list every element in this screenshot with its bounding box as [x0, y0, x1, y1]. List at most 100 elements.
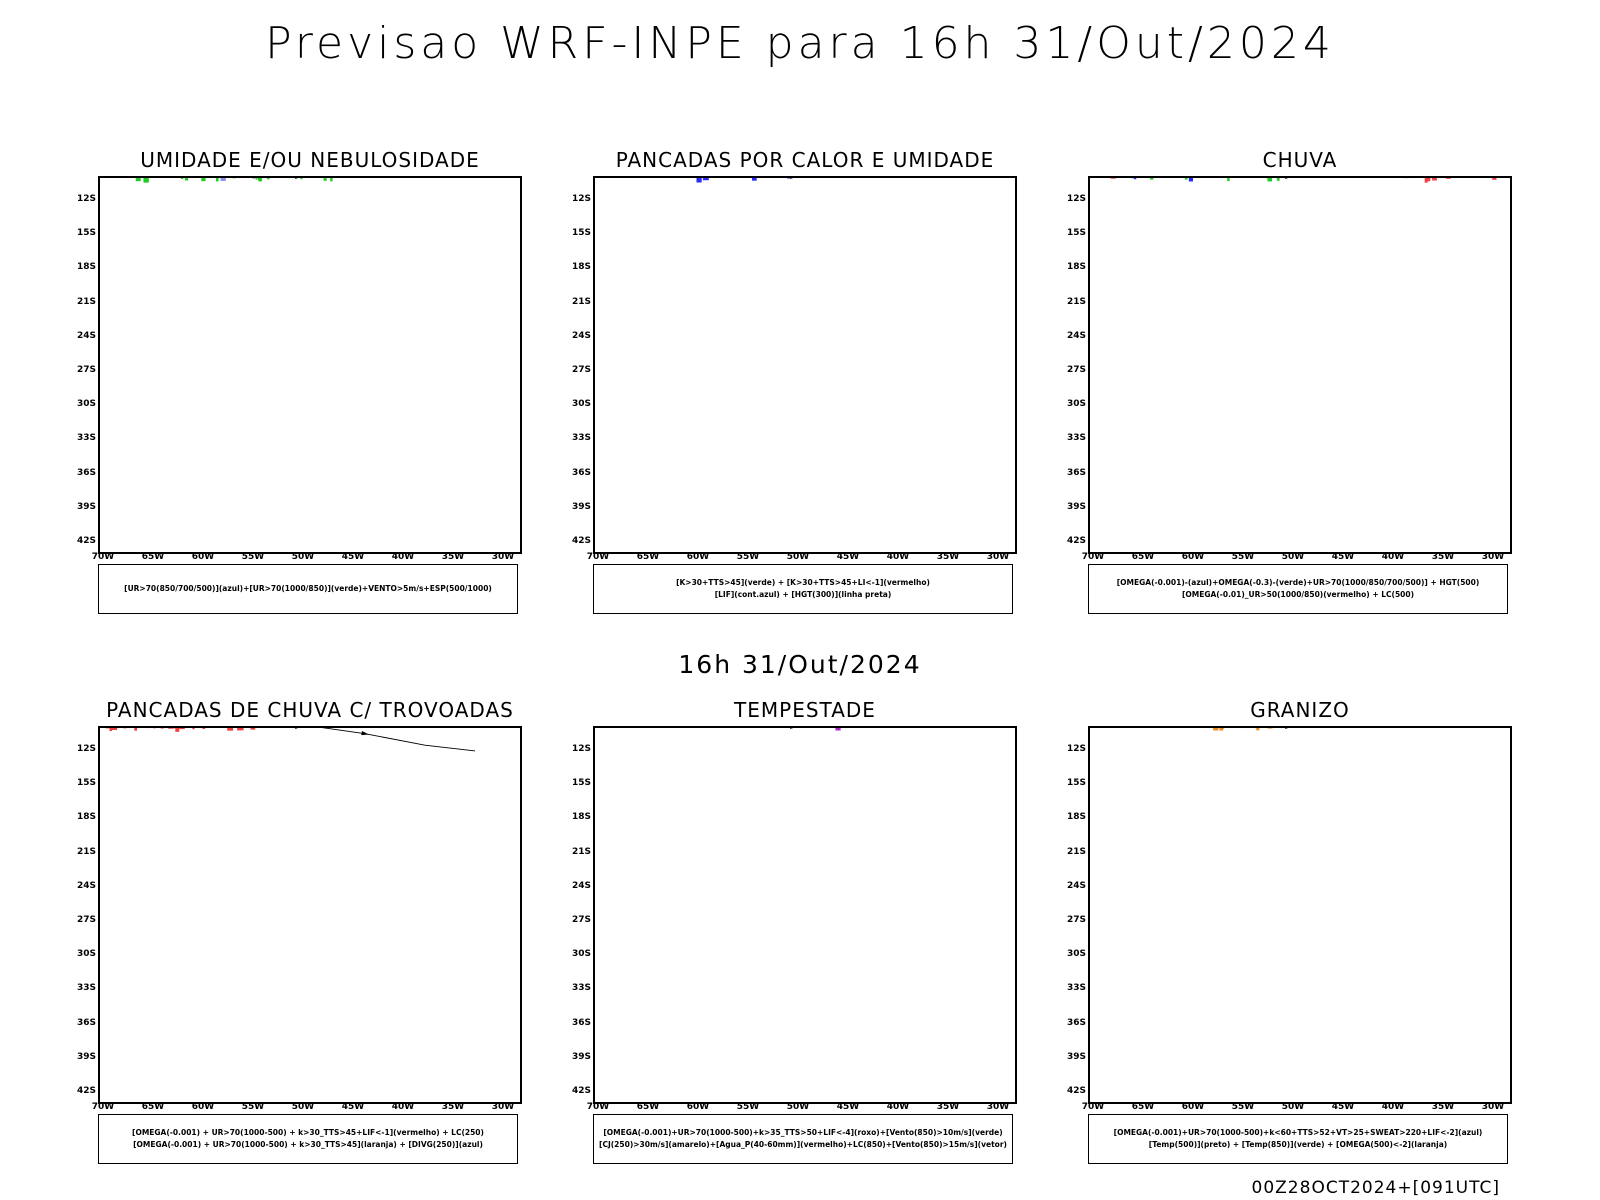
lat-tick-label: 27S: [571, 915, 591, 925]
lat-tick-label: 15S: [571, 228, 591, 239]
speckle: [237, 728, 241, 731]
lon-tick-label: 35W: [1431, 552, 1455, 562]
speckle: [1227, 178, 1230, 182]
map-svg: 9600960096009520952095209440944094409360…: [696, 178, 794, 183]
speckle: [1133, 178, 1137, 180]
lat-tick-label: 33S: [76, 433, 96, 444]
lon-tick-label: 55W: [241, 552, 265, 562]
lon-tick-label: 60W: [686, 1102, 710, 1112]
lon-tick-label: 65W: [141, 1102, 165, 1112]
lat-tick-label: 24S: [571, 880, 591, 891]
lon-tick-label: 65W: [1131, 552, 1155, 562]
lat-tick-label: 24S: [571, 330, 591, 341]
lon-tick-label: 40W: [886, 552, 910, 562]
thunder-red-north: [105, 728, 256, 732]
speckle: [1213, 728, 1219, 731]
lon-tick-label: 50W: [786, 1102, 810, 1112]
speckle: [250, 728, 256, 730]
lat-tick-label: 36S: [1066, 467, 1086, 478]
lon-tick-label: 50W: [291, 552, 315, 562]
lat-tick-label: 21S: [571, 296, 591, 307]
lon-tick-label: 45W: [341, 1102, 365, 1112]
lat-tick-label: 42S: [76, 1086, 96, 1096]
legend-chuva: [OMEGA(-0.001)-(azul)+OMEGA(-0.3)-(verde…: [1088, 564, 1508, 614]
speckle: [787, 178, 790, 179]
legend-tempestade: [OMEGA(-0.001)+UR>70(1000-500)+k>35_TTS>…: [593, 1114, 1013, 1164]
lat-tick-label: 15S: [76, 778, 96, 789]
speckle: [175, 728, 180, 732]
speckle: [252, 178, 255, 179]
lon-tick-label: 35W: [441, 552, 465, 562]
lat-tick-label: 30S: [1066, 399, 1086, 410]
lon-tick-label: 55W: [1231, 1102, 1255, 1112]
lon-tick-label: 45W: [836, 552, 860, 562]
lat-tick-label: 36S: [1066, 1017, 1086, 1028]
lon-tick-label: 55W: [1231, 552, 1255, 562]
lat-tick-label: 21S: [571, 846, 591, 857]
legend-pancadas-calor: [K>30+TTS>45](verde) + [K>30+TTS>45+LI<-…: [593, 564, 1013, 614]
speckle: [1188, 178, 1194, 182]
speckle: [1149, 178, 1154, 180]
legend-line-1: [OMEGA(-0.001) + UR>70(1000-500) + k>30_…: [132, 1128, 484, 1137]
lon-tick-label: 60W: [191, 1102, 215, 1112]
lat-tick-label: 12S: [76, 744, 96, 754]
lat-tick-label: 42S: [1066, 1086, 1086, 1096]
speckle: [109, 728, 113, 732]
speckle: [1432, 178, 1437, 181]
legend-line-2: [LIF](cont.azul) + [HGT(300)](linha pret…: [714, 590, 892, 599]
speckle: [1445, 178, 1451, 179]
lat-tick-label: 27S: [571, 365, 591, 375]
map-granizo: 121215151815: [1088, 726, 1512, 1104]
lat-tick-label: 42S: [1066, 536, 1086, 546]
lat-tick-label: 27S: [1066, 915, 1086, 925]
lon-tick-label: 35W: [441, 1102, 465, 1112]
lat-tick-label: 24S: [76, 330, 96, 341]
lat-tick-label: 12S: [1066, 194, 1086, 204]
legend-umidade: [UR>70(850/700/500)](azul)+[UR>70(1000/8…: [98, 564, 518, 614]
omega-blue-north: [1133, 178, 1194, 182]
lat-tick-label: 18S: [76, 262, 96, 273]
omega-green-north: [1131, 178, 1280, 182]
lon-tick-label: 65W: [1131, 1102, 1155, 1112]
lon-tick-label: 40W: [1381, 552, 1405, 562]
lat-tick-label: 12S: [571, 194, 591, 204]
panel-title: GRANIZO: [1250, 698, 1350, 722]
lat-tick-label: 24S: [1066, 880, 1086, 891]
lat-tick-label: 39S: [76, 501, 96, 512]
lat-tick-label: 27S: [76, 915, 96, 925]
lat-tick-label: 18S: [76, 812, 96, 823]
lon-tick-label: 55W: [736, 1102, 760, 1112]
lat-tick-label: 21S: [1066, 846, 1086, 857]
speckle: [330, 178, 333, 182]
lon-tick-label: 55W: [241, 1102, 265, 1112]
lat-tick-label: 42S: [76, 536, 96, 546]
lat-tick-label: 15S: [76, 228, 96, 239]
speckle: [181, 178, 184, 180]
lon-tick-label: 45W: [836, 1102, 860, 1112]
lat-tick-label: 36S: [571, 467, 591, 478]
panel-tempestade: TEMPESTADE 40404040 12S 15S 18S 21S 24S 27S 30…: [545, 698, 1025, 1178]
speckle: [1276, 178, 1280, 181]
lat-tick-label: 30S: [76, 949, 96, 960]
speckle: [1492, 178, 1497, 180]
lon-tick-label: 55W: [736, 552, 760, 562]
map-tempestade: 40404040: [593, 726, 1017, 1104]
legend-line-2: [OMEGA(-0.001) + UR>70(1000-500) + k>30_…: [133, 1140, 483, 1149]
legend-line-1: [UR>70(850/700/500)](azul)+[UR>70(1000/8…: [124, 584, 492, 593]
omega-orange-north: [1213, 728, 1273, 731]
lat-tick-label: 33S: [571, 433, 591, 444]
map-svg: 1004100410121016101210081000100010041004…: [135, 178, 333, 183]
lat-tick-label: 33S: [76, 983, 96, 994]
lat-tick-label: 36S: [76, 1017, 96, 1028]
lat-tick-label: 21S: [76, 846, 96, 857]
lon-tick-label: 30W: [1481, 552, 1505, 562]
lon-tick-label: 30W: [986, 1102, 1010, 1112]
lon-tick-label: 40W: [1381, 1102, 1405, 1112]
lat-tick-label: 12S: [1066, 744, 1086, 754]
lat-tick-label: 42S: [571, 1086, 591, 1096]
streamline: [321, 728, 476, 752]
legend-granizo: [OMEGA(-0.001)+UR>70(1000-500)+k<60+TTS>…: [1088, 1114, 1508, 1164]
lon-tick-label: 35W: [936, 1102, 960, 1112]
lon-tick-label: 30W: [1481, 1102, 1505, 1112]
map-umidade: 1004100410121016101210081000100010041004…: [98, 176, 522, 554]
